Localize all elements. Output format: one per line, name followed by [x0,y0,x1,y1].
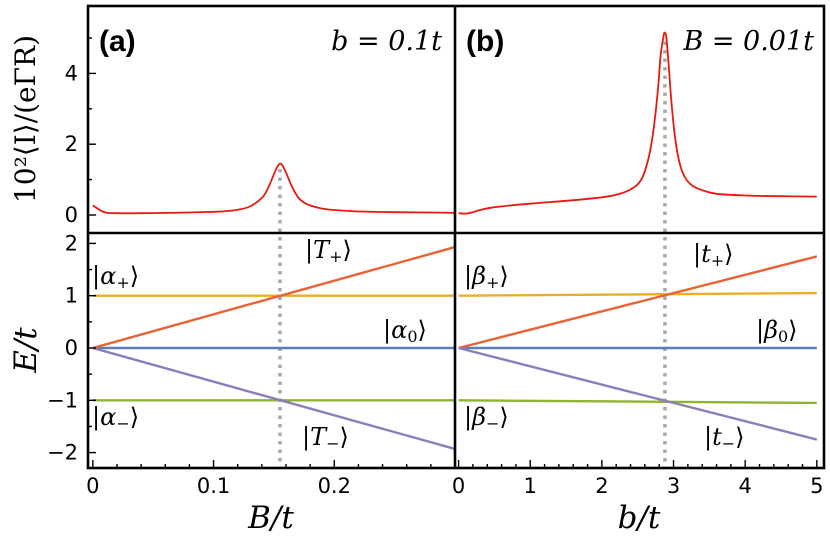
x-tick-label: 4 [738,474,751,498]
panel-label-a: (a) [99,25,136,58]
y-tick-label: 1 [65,284,78,308]
y-tick-label: −2 [47,441,78,465]
x-tick-label: 5 [810,474,823,498]
x-tick-label: 3 [667,474,680,498]
x-tick-label: 1 [524,474,537,498]
energy-line-a-4 [92,346,456,451]
ket-t-plus: |t+⟩ [693,240,734,270]
ket-beta-minus: |β−⟩ [464,403,509,433]
y-tick-label: 4 [65,61,78,85]
x-tick-labels-a: 0 0.1 0.2 [86,474,351,498]
energy-lines-a [92,245,456,451]
ket-T-plus: |T+⟩ [305,236,352,266]
ket-alpha-minus: |α−⟩ [92,403,139,433]
x-tick-label: 0.1 [197,474,230,498]
current-curve-b [458,31,817,215]
x-tick-label: 2 [595,474,608,498]
energy-lines-b [458,255,818,441]
y-tick-label: 2 [65,231,78,255]
param-label-a: b = 0.1t [331,26,442,57]
energy-line-b-3 [458,255,818,350]
ket-t-minus: |t−⟩ [704,423,745,453]
ket-T-minus: |T−⟩ [302,423,349,453]
y-tick-label: 0 [65,336,78,360]
y-axis-label-current: 10²⟨I⟩/(eΓR) [9,35,42,203]
state-labels-b: |β+⟩ |β0⟩ |β−⟩ |t+⟩ |t−⟩ [464,240,798,453]
x-tick-label: 0 [86,474,99,498]
frame [86,4,826,470]
panel-label-b: (b) [466,25,504,58]
y-tick-label: −1 [47,388,78,412]
ket-alpha-plus: |α+⟩ [92,262,139,292]
x-tick-label: 0 [452,474,465,498]
y-tick-label: 0 [65,203,78,227]
ket-beta-plus: |β+⟩ [464,262,509,292]
energy-line-b-4 [458,346,818,441]
current-curve-a [92,162,456,215]
y-tick-labels-top: 0 2 4 [65,61,78,227]
x-tick-label: 0.2 [318,474,351,498]
x-tick-labels-b: 0 1 2 3 4 5 [452,474,824,498]
y-axis-label-energy: E/t [8,327,44,374]
state-labels-a: |α+⟩ |α0⟩ |α−⟩ |T+⟩ |T−⟩ [92,236,427,453]
energy-line-b-0 [458,291,817,297]
param-label-b: B = 0.01t [682,26,814,57]
ket-beta-zero: |β0⟩ [756,316,798,346]
ket-alpha-zero: |α0⟩ [383,316,427,346]
y-tick-label: 2 [65,132,78,156]
x-axis-label-a: B/t [247,500,294,536]
energy-line-b-2 [458,399,817,405]
y-tick-labels-bottom: 2 1 0 −1 −2 [47,231,78,464]
energy-line-a-3 [92,245,456,350]
x-axis-label-b: b/t [618,500,661,536]
